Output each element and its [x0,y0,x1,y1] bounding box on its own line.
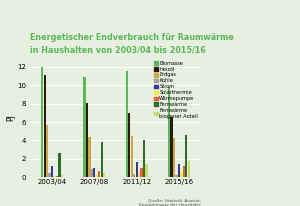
Text: Energetischer Endverbrauch für Raumwärme
in Haushalten von 2003/04 bis 2015/16: Energetischer Endverbrauch für Raumwärme… [30,33,234,54]
Bar [91,169,93,177]
Bar [51,166,53,177]
Bar [53,176,56,177]
Bar [103,173,105,177]
Bar [83,77,86,177]
Bar [178,164,180,177]
Bar [41,67,43,177]
Bar [44,75,46,177]
Bar [58,153,61,177]
Y-axis label: PJ: PJ [6,114,15,121]
Bar [180,173,182,177]
Bar [56,176,58,177]
Bar [93,168,95,177]
Bar [61,175,63,177]
Bar [185,135,188,177]
Bar [46,125,48,177]
Bar [96,175,98,177]
Bar [170,117,173,177]
Bar [86,103,88,177]
Legend: Biomasse, Heizöl, Erdgas, Kohle, Strom, Solarthermie, Wärmepumpe, Fernwärme, Fer: Biomasse, Heizöl, Erdgas, Kohle, Strom, … [153,60,199,119]
Bar [88,137,91,177]
Bar [126,71,128,177]
Bar [168,87,170,177]
Bar [188,161,190,177]
Bar [173,138,175,177]
Bar [183,166,185,177]
Text: Quelle: Statistik Austria,
Energieinsatz der Haushalte: Quelle: Statistik Austria, Energieinsatz… [139,199,201,206]
Bar [145,164,148,177]
Bar [98,171,101,177]
Bar [138,174,140,177]
Bar [49,173,51,177]
Bar [176,175,178,177]
Bar [130,136,133,177]
Bar [136,163,138,177]
Bar [133,174,135,177]
Bar [128,113,130,177]
Bar [143,140,145,177]
Bar [140,168,143,177]
Bar [100,142,103,177]
